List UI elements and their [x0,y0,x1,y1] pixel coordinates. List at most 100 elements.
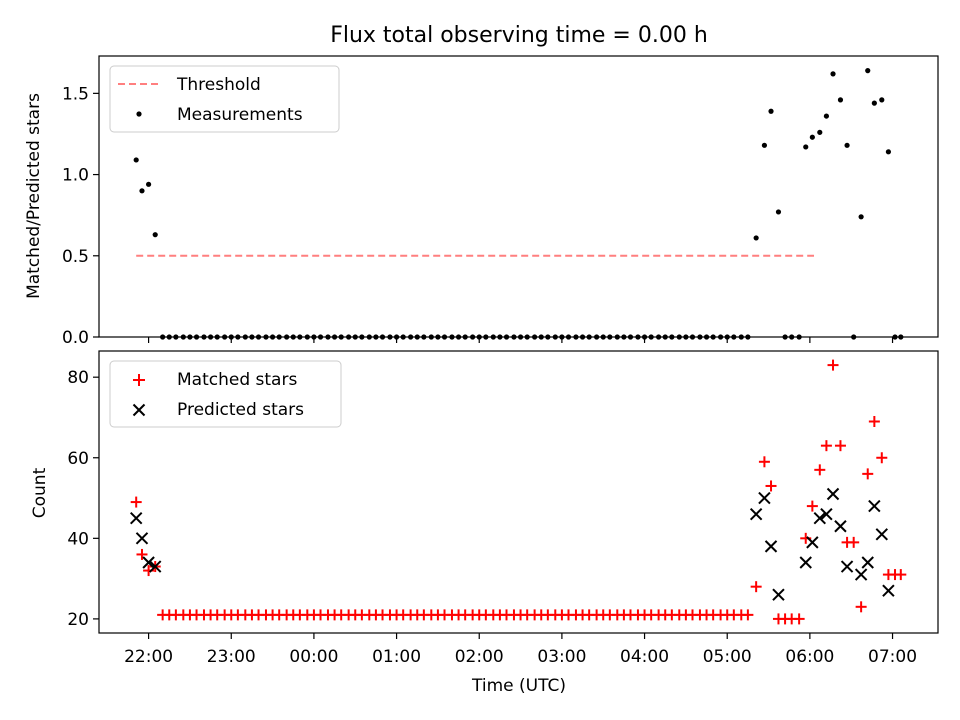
bottom-y-tick-label: 60 [67,449,89,469]
top-y-tick-label: 1.5 [62,84,89,104]
matched-stars-point [793,613,805,625]
matched-stars-point [820,440,832,452]
x-tick-label: 07:00 [868,647,917,667]
measurements-legend-swatch [136,111,142,117]
top-panel: 0.0 0.5 1.0 1.5 Matched/Predicted stars Thr… [24,55,939,348]
predicted-stars-point [813,511,827,525]
matched-stars-point [130,496,142,508]
predicted-legend-swatch [132,403,146,417]
measurements-point [139,188,145,194]
matched-stars-point [855,601,867,613]
predicted-stars-point [854,568,868,581]
predicted-stars-point [882,584,895,597]
bottom-panel: 20 40 60 80 22:00 23:00 00:00 01:00 02:00 03:00 04… [30,350,939,696]
matched-legend-label: Matched stars [177,370,297,390]
top-y-tick-label: 1.0 [62,166,89,186]
matched-stars-point [827,359,839,371]
predicted-stars-point [875,528,888,541]
predicted-stars-point [840,560,854,573]
top-legend: Threshold Measurements [109,65,340,133]
predicted-stars-point [749,507,763,521]
measurements-point [809,134,815,140]
predicted-stars-point [826,487,840,501]
top-y-axis-label: Matched/Predicted stars [24,93,44,299]
predicted-stars-point [764,540,778,553]
threshold-legend-label: Threshold [176,75,261,95]
x-tick-label: 00:00 [289,647,338,667]
chart-title: Flux total observing time = 0.00 h [330,23,708,48]
top-panel-frame [98,55,939,338]
predicted-stars-point [861,556,874,569]
matched-stars-point [758,456,770,468]
matched-stars-point [848,536,860,548]
predicted-stars-point [820,507,833,521]
x-tick-label: 22:00 [124,647,173,667]
predicted-stars-point [149,560,162,573]
measurements-point [803,144,809,150]
predicted-stars-point [142,556,155,569]
top-panel-marks [133,68,904,340]
measurements-point [823,113,830,119]
measurements-point [830,71,836,77]
matched-stars-point [868,416,880,427]
x-axis-label: Time (UTC) [471,676,566,696]
predicted-stars-point [868,499,881,513]
matched-stars-point [750,581,762,593]
x-tick-label: 04:00 [620,647,669,667]
predicted-stars-point [758,491,771,505]
predicted-stars-point [135,532,149,545]
x-tick-label: 01:00 [372,647,421,667]
matched-stars-point [765,480,777,492]
measurements-point [753,235,759,241]
matched-stars-point [862,468,874,480]
measurements-point [775,209,782,215]
measurements-point [885,149,892,155]
bottom-panel-ticks: 20 40 60 80 22:00 23:00 00:00 01:00 02:00 03:00 04… [67,368,917,667]
top-y-tick-label: 0.0 [62,328,89,348]
measurements-point [879,97,885,103]
predicted-stars-point [129,511,143,525]
measurements-point [865,68,871,74]
x-tick-label: 05:00 [703,647,752,667]
bottom-panel-marks [129,359,907,625]
matched-stars-point [834,440,846,452]
bottom-y-tick-label: 20 [67,610,89,630]
measurements-point [152,232,158,238]
bottom-y-axis-label: Count [30,467,50,518]
matched-stars-point [814,464,826,476]
matched-legend-swatch [133,374,145,386]
x-tick-label: 06:00 [785,647,834,667]
measurements-point [844,142,850,148]
bottom-panel-frame [98,350,939,634]
matched-stars-point [806,500,818,512]
measurements-point [837,97,844,103]
top-legend-box [109,65,340,133]
matched-stars-point [876,452,888,464]
measurements-legend-label: Measurements [177,105,303,125]
measurements-point [145,181,152,187]
measurements-point [761,142,768,148]
matched-stars-point [742,609,754,621]
predicted-stars-point [834,520,847,533]
bottom-y-tick-label: 80 [67,368,89,388]
x-tick-label: 03:00 [537,647,586,667]
predicted-stars-point [806,536,819,549]
bottom-legend: Matched stars Predicted stars [109,360,342,428]
x-tick-label: 23:00 [207,647,256,667]
matched-stars-point [136,548,148,560]
measurements-point [768,108,774,114]
measurements-point [817,129,823,135]
predicted-legend-label: Predicted stars [177,400,304,420]
predicted-stars-point [772,588,785,601]
predicted-stars-point [799,556,812,569]
bottom-legend-box [109,360,342,428]
measurements-point [871,100,877,106]
measurements-point [133,157,139,163]
matched-stars-point [895,569,907,581]
top-y-tick-label: 0.5 [62,247,89,267]
bottom-y-tick-label: 40 [67,529,89,549]
top-panel-ticks: 0.0 0.5 1.0 1.5 [62,84,894,348]
measurements-point [858,214,864,220]
x-tick-label: 02:00 [455,647,504,667]
